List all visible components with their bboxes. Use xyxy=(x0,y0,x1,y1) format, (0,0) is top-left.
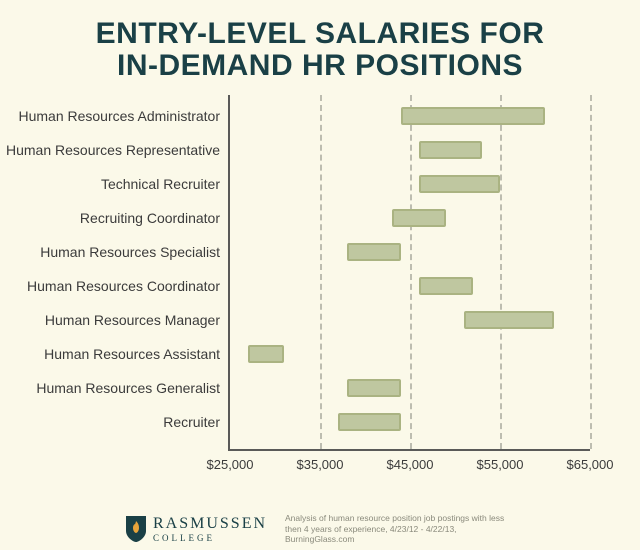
chart-title: ENTRY-LEVEL SALARIES FOR IN-DEMAND HR PO… xyxy=(22,18,618,81)
logo-name: RASMUSSEN xyxy=(153,515,267,533)
category-label: Human Resources Assistant xyxy=(44,346,230,362)
footer: RASMUSSEN COLLEGE Analysis of human reso… xyxy=(0,513,640,544)
salary-range-bar xyxy=(347,243,401,261)
category-label: Human Resources Generalist xyxy=(36,380,230,396)
table-row: Human Resources Generalist xyxy=(230,371,590,405)
category-label: Human Resources Specialist xyxy=(40,244,230,260)
table-row: Technical Recruiter xyxy=(230,167,590,201)
x-tick-label: $35,000 xyxy=(297,457,344,472)
category-label: Recruiting Coordinator xyxy=(80,210,230,226)
salary-range-bar xyxy=(419,277,473,295)
salary-range-bar xyxy=(248,345,284,363)
category-label: Human Resources Administrator xyxy=(18,108,230,124)
salary-range-bar xyxy=(347,379,401,397)
title-line1: ENTRY-LEVEL SALARIES FOR xyxy=(22,18,618,50)
x-tick-label: $45,000 xyxy=(387,457,434,472)
table-row: Human Resources Manager xyxy=(230,303,590,337)
salary-range-bar xyxy=(419,175,500,193)
category-label: Human Resources Coordinator xyxy=(27,278,230,294)
salary-range-bar xyxy=(464,311,554,329)
gridline xyxy=(590,95,592,449)
category-label: Recruiter xyxy=(163,414,230,430)
category-label: Technical Recruiter xyxy=(101,176,230,192)
table-row: Recruiting Coordinator xyxy=(230,201,590,235)
shield-icon xyxy=(125,515,147,543)
category-label: Human Resources Representative xyxy=(6,142,230,158)
table-row: Human Resources Coordinator xyxy=(230,269,590,303)
table-row: Recruiter xyxy=(230,405,590,439)
salary-range-bar xyxy=(401,107,545,125)
x-tick-label: $25,000 xyxy=(207,457,254,472)
salary-range-chart: $25,000$35,000$45,000$55,000$65,000Human… xyxy=(22,95,618,449)
salary-range-bar xyxy=(338,413,401,431)
category-label: Human Resources Manager xyxy=(45,312,230,328)
salary-range-bar xyxy=(392,209,446,227)
x-tick-label: $55,000 xyxy=(477,457,524,472)
x-tick-label: $65,000 xyxy=(567,457,614,472)
logo-sub: COLLEGE xyxy=(153,533,267,543)
plot-area: $25,000$35,000$45,000$55,000$65,000Human… xyxy=(228,95,590,451)
footnote: Analysis of human resource position job … xyxy=(285,513,515,544)
chart-container: $25,000 $35,000 $45,000 $55,000 $65,000 Human… xyxy=(22,95,618,505)
salary-range-bar xyxy=(419,141,482,159)
title-line2: IN-DEMAND HR POSITIONS xyxy=(22,50,618,82)
rasmussen-logo: RASMUSSEN COLLEGE xyxy=(125,515,267,543)
table-row: Human Resources Administrator xyxy=(230,99,590,133)
table-row: Human Resources Representative xyxy=(230,133,590,167)
table-row: Human Resources Assistant xyxy=(230,337,590,371)
table-row: Human Resources Specialist xyxy=(230,235,590,269)
